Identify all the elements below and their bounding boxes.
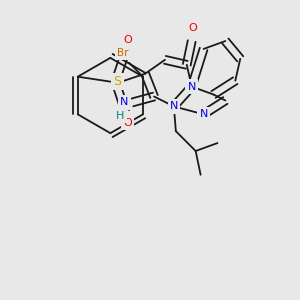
Text: N: N [188,82,196,92]
Text: N: N [200,109,208,119]
Text: O: O [123,35,132,45]
Text: Br: Br [117,48,129,58]
Text: N: N [170,101,178,111]
Text: N: N [120,98,128,107]
Text: H: H [116,111,124,121]
Text: O: O [188,23,197,33]
Text: O: O [123,118,132,128]
Text: S: S [113,75,122,88]
